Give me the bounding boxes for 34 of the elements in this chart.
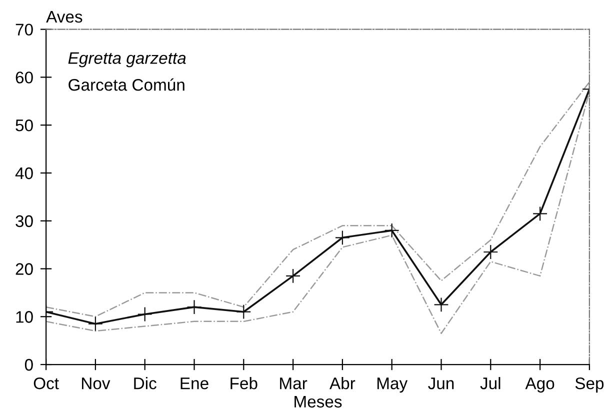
y-tick-label: 30 [16,215,33,228]
y-tick-label: 60 [16,72,33,84]
x-tick-label: Dic [134,377,156,390]
y-tick-label: 40 [15,167,33,180]
y-tick-label: 10 [16,311,33,323]
annotation: Egretta garzetta [68,52,186,68]
y-tick-label: 70 [16,24,33,36]
x-tick-label: Feb [230,377,258,390]
point [286,268,301,284]
point [384,222,400,238]
point [88,316,103,332]
y-tick-label: 20 [16,263,33,275]
point [137,306,152,322]
x-tick-label: Nov [82,378,110,390]
x-tick-label: Sep [575,377,604,393]
point [532,206,548,222]
y-tick-label: 50 [16,120,33,132]
point [483,244,498,260]
x-tick-label: Jun [428,378,454,390]
x-tick-label: Mar [280,378,308,390]
point [186,300,202,315]
x-tick-label: Ene [180,378,208,390]
point [236,304,252,320]
x-tick-label: Ago [525,378,554,393]
x-tick-label: Oct [34,377,59,390]
x-tick-label: Abr [330,377,356,390]
y-axis-title: Aves [46,11,82,23]
x-axis-title: Meses [294,396,342,408]
point [334,230,350,246]
annotation: Garceta Común [68,78,184,91]
y-tick-label: 0 [24,358,33,371]
point [434,297,449,312]
x-tick-label: Jul [480,377,500,390]
x-tick-label: May [377,378,408,393]
